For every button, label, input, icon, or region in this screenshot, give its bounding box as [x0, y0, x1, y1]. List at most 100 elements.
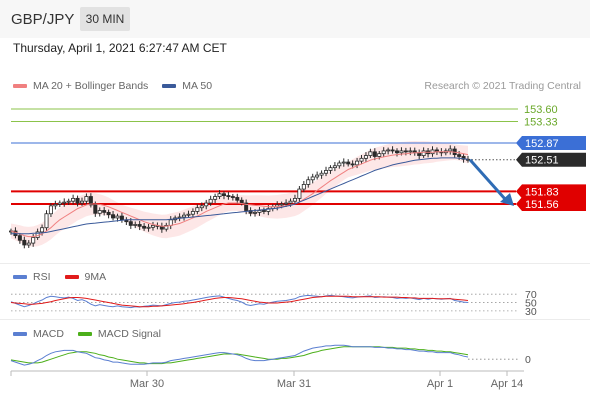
- x-tick-label-mar-30: Mar 30: [130, 378, 164, 390]
- candle-body: [119, 215, 124, 221]
- candle-body: [235, 197, 240, 201]
- candle-body: [106, 211, 111, 216]
- candle-body: [292, 197, 297, 202]
- candle-body: [213, 196, 218, 200]
- rsi-legend: RSI 9MA: [13, 271, 120, 283]
- ma20-line: [10, 151, 469, 238]
- chart-header: GBP/JPY 30 MIN: [0, 0, 590, 38]
- candle-body: [88, 196, 93, 206]
- candle-body: [75, 197, 80, 204]
- level-tag-151.83: [516, 184, 586, 199]
- candle-body: [111, 214, 116, 219]
- candle-body: [79, 200, 84, 204]
- candle-body: [230, 196, 235, 198]
- legend-label-9ma: 9MA: [84, 271, 107, 283]
- candle-body: [328, 167, 333, 171]
- candle-body: [253, 211, 258, 214]
- candle-body: [381, 150, 386, 155]
- candle-body: [208, 198, 213, 204]
- level-tag-151.56: [516, 196, 586, 211]
- candle-body: [44, 213, 49, 229]
- candle-body: [248, 210, 253, 214]
- pane-separator-rsi: [0, 263, 590, 264]
- level-tag-152.87: [516, 135, 586, 150]
- candle-body: [306, 179, 311, 185]
- level-label-153.60: 153.60: [524, 104, 558, 116]
- legend-item-rsi: RSI: [13, 271, 51, 283]
- legend-label-ma20: MA 20 + Bollinger Bands: [33, 80, 149, 92]
- chart-datetime: Thursday, April 1, 2021 6:27:47 AM CET: [13, 41, 227, 55]
- candle-body: [26, 242, 31, 246]
- candle-body: [324, 170, 329, 174]
- candle-body: [355, 160, 360, 166]
- candle-body: [97, 210, 102, 214]
- candle-body: [182, 214, 187, 218]
- rsi-tick-30: 30: [525, 306, 537, 318]
- legend-item-ma50: MA 50: [162, 80, 212, 92]
- candle-body: [284, 202, 289, 205]
- legend-swatch-macd-signal: [77, 332, 92, 336]
- legend-swatch-rsi: [13, 275, 27, 279]
- candle-body: [244, 202, 249, 211]
- candle-body: [217, 193, 222, 197]
- candle-body: [31, 237, 36, 244]
- x-tick-label-mar-31: Mar 31: [277, 378, 311, 390]
- symbol-title: GBP/JPY: [11, 11, 75, 28]
- level-label-152.87: 152.87: [525, 138, 559, 150]
- candle-body: [337, 162, 342, 167]
- candle-body: [102, 210, 107, 213]
- candle-body: [403, 150, 408, 153]
- candle-body: [62, 201, 67, 204]
- macd-legend: MACD MACD Signal: [13, 328, 175, 340]
- candle-body: [164, 224, 169, 230]
- price-legend: MA 20 + Bollinger Bands MA 50: [13, 80, 226, 92]
- candle-body: [226, 195, 231, 197]
- candle-body: [53, 204, 58, 207]
- legend-item-ma20: MA 20 + Bollinger Bands: [13, 80, 148, 92]
- candle-body: [221, 193, 226, 196]
- candle-body: [257, 210, 262, 213]
- rsi-9ma-line: [10, 295, 469, 308]
- candle-body: [279, 203, 284, 206]
- candle-body: [297, 188, 302, 199]
- candle-body: [133, 224, 138, 226]
- pane-separator-macd: [0, 319, 590, 320]
- candle-body: [137, 224, 142, 227]
- candle-body: [350, 163, 355, 166]
- legend-swatch-ma50: [162, 84, 177, 88]
- x-tick-label-apr-14: Apr 14: [491, 378, 523, 390]
- candle-body: [93, 204, 98, 214]
- candle-body: [457, 154, 462, 157]
- current-price-label: 152.51: [525, 155, 559, 167]
- candle-body: [71, 197, 76, 202]
- level-label-153.33: 153.33: [524, 117, 558, 129]
- candle-body: [17, 235, 22, 241]
- candle-body: [22, 239, 27, 246]
- candle-body: [204, 202, 209, 207]
- legend-label-macd-signal: MACD Signal: [97, 328, 161, 340]
- candle-body: [128, 221, 133, 226]
- macd-line: [10, 344, 469, 366]
- candle-body: [115, 215, 120, 219]
- candle-body: [386, 149, 391, 152]
- candle-body: [40, 227, 45, 233]
- candle-body: [261, 210, 266, 212]
- legend-label-ma50: MA 50: [182, 80, 213, 92]
- level-label-151.83: 151.83: [525, 186, 559, 198]
- candle-body: [190, 211, 195, 215]
- legend-label-macd: MACD: [33, 328, 64, 340]
- bollinger-band: [11, 141, 468, 247]
- macd-tick-0: 0: [525, 354, 531, 366]
- candle-body: [319, 172, 324, 176]
- projection-arrow-head: [500, 192, 514, 206]
- legend-item-macd: MACD: [13, 328, 64, 340]
- timeframe-button[interactable]: 30 MIN: [80, 7, 130, 31]
- candle-body: [150, 224, 155, 228]
- candle-body: [448, 148, 453, 152]
- candle-body: [48, 205, 53, 215]
- legend-item-macd-signal: MACD Signal: [77, 328, 161, 340]
- legend-label-rsi: RSI: [33, 271, 51, 283]
- candle-body: [315, 174, 320, 178]
- candle-body: [310, 176, 315, 181]
